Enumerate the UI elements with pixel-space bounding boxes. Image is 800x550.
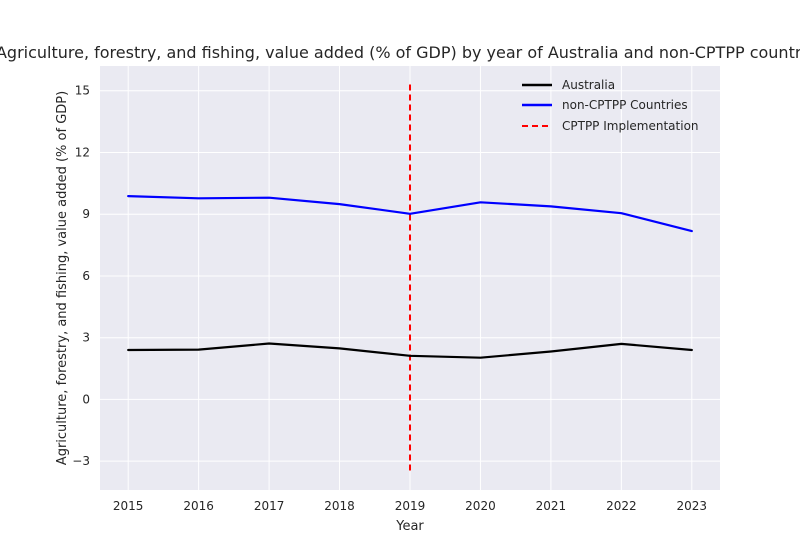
x-axis-ticks: 2015 2016 2017 2018 2019 2020 2021 2022 2023 bbox=[113, 499, 707, 513]
x-tick-label: 2023 bbox=[677, 499, 708, 513]
x-tick-label: 2021 bbox=[536, 499, 567, 513]
legend: Australia non-CPTPP Countries CPTPP Impl… bbox=[522, 78, 699, 133]
series-line-non-cptpp bbox=[127, 195, 693, 233]
legend-label-non-cptpp: non-CPTPP Countries bbox=[562, 98, 688, 112]
y-axis-ticks: −3 0 3 6 9 12 15 bbox=[72, 84, 90, 468]
y-tick-label: 9 bbox=[82, 207, 90, 221]
y-tick-label: 15 bbox=[75, 84, 90, 98]
x-tick-label: 2018 bbox=[324, 499, 355, 513]
x-tick-label: 2016 bbox=[183, 499, 214, 513]
y-tick-label: 0 bbox=[82, 392, 90, 406]
x-tick-label: 2017 bbox=[254, 499, 285, 513]
x-tick-label: 2015 bbox=[113, 499, 144, 513]
y-axis-title: Agriculture, forestry, and fishing, valu… bbox=[55, 91, 70, 465]
y-tick-label: 3 bbox=[82, 331, 90, 345]
legend-label-australia: Australia bbox=[562, 78, 615, 92]
series-line-australia bbox=[127, 342, 693, 359]
y-tick-label: 12 bbox=[75, 145, 90, 159]
x-axis-title: Year bbox=[395, 519, 424, 534]
legend-label-cptpp-implementation: CPTPP Implementation bbox=[562, 119, 699, 133]
x-tick-label: 2019 bbox=[395, 499, 426, 513]
series-layer bbox=[127, 195, 693, 359]
x-tick-label: 2022 bbox=[606, 499, 637, 513]
chart-title: Agriculture, forestry, and fishing, valu… bbox=[0, 43, 800, 62]
y-tick-label: −3 bbox=[72, 454, 90, 468]
x-tick-label: 2020 bbox=[465, 499, 496, 513]
y-tick-label: 6 bbox=[82, 269, 90, 283]
